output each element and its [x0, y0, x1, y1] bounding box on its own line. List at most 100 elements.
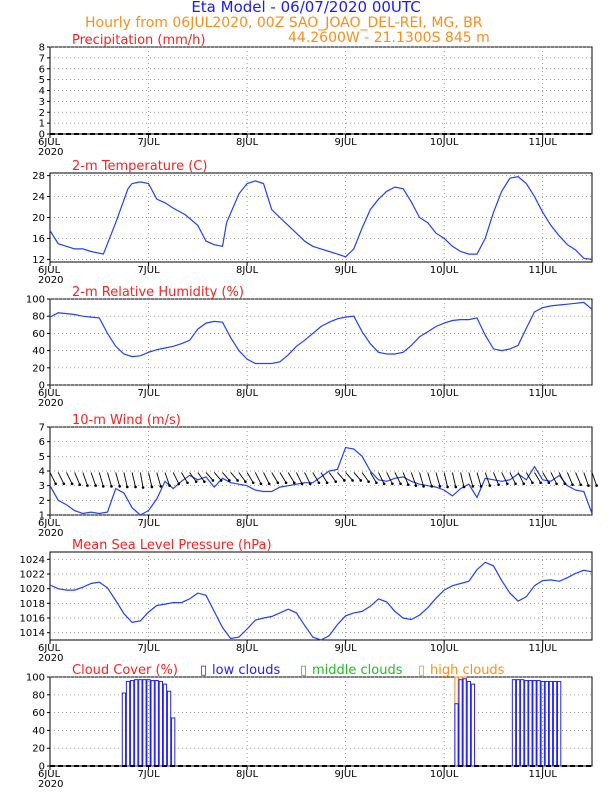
wind-arrow — [443, 472, 449, 488]
cloud-panel: 0 20 40 60 80 100 6JUL2020 7JUL 8JUL 9JUL 10JUL 11J… — [26, 663, 593, 790]
wind-arrow-head — [555, 482, 558, 486]
temp-xtick-label: 11JUL — [528, 265, 557, 276]
wind-arrow — [197, 472, 205, 482]
header-title: Eta Model - 06/07/2020 00UTC — [191, 0, 420, 16]
cloud-low-bar — [548, 680, 554, 767]
wind-arrow-head — [118, 485, 121, 488]
temp-year-label: 2020 — [38, 275, 63, 286]
mslp-xtick-label: 7JUL — [137, 643, 160, 654]
wind-arrow — [509, 472, 516, 484]
wind-arrow — [271, 472, 279, 483]
wind-arrow — [98, 472, 104, 487]
wind-ytick-label: 7 — [39, 423, 45, 434]
legend-high-box: ▯ — [418, 663, 425, 678]
precip-xtick-label: 11JUL — [528, 137, 557, 148]
precip-title: Precipitation (mm/h) — [72, 33, 205, 48]
temp-panel: 12 16 20 24 28 6JUL2020 7JUL 8JUL 9JUL 10JUL 11JUL… — [32, 159, 593, 286]
cloud-frame — [49, 676, 593, 767]
wind-arrow-head — [334, 480, 338, 483]
wind-arrow — [172, 472, 180, 484]
temp-xtick-label: 7JUL — [137, 265, 160, 276]
wind-arrow-head — [359, 479, 363, 482]
wind-arrow-head — [267, 482, 271, 486]
wind-arrow — [378, 472, 385, 484]
cloud-low-bar — [458, 679, 463, 767]
wind-arrow-head — [308, 482, 312, 486]
legend-middle-box: ▯ — [300, 663, 307, 678]
wind-arrow — [148, 472, 153, 488]
cloud-ytick-label: 60 — [32, 708, 45, 719]
temp-series-line — [49, 176, 593, 260]
mslp-xtick-label: 11JUL — [528, 643, 557, 654]
wind-arrow-head — [497, 483, 500, 487]
wind-arrow — [304, 472, 311, 484]
precip-xtick-label: 7JUL — [137, 137, 160, 148]
cloud-xtick-label: 6JUL — [38, 769, 61, 780]
wind-arrow — [542, 472, 550, 483]
temp-ytick-label: 24 — [32, 192, 45, 203]
rh-xtick-label: 8JUL — [236, 388, 259, 399]
cloud-low-bar — [154, 680, 159, 767]
wind-arrow — [213, 472, 222, 481]
rh-frame — [49, 298, 593, 386]
wind-arrow — [435, 472, 441, 487]
wind-arrow — [189, 472, 197, 482]
precip-ytick-label: 7 — [39, 53, 45, 64]
wind-arrow — [534, 472, 542, 483]
mslp-title: Mean Sea Level Pressure (hPa) — [72, 538, 272, 553]
wind-xtick-label: 9JUL — [335, 518, 358, 529]
wind-arrow — [550, 472, 557, 484]
cloud-xtick-label: 7JUL — [137, 769, 160, 780]
wind-year-label: 2020 — [38, 528, 63, 539]
precip-ytick-label: 3 — [39, 97, 45, 108]
wind-arrow-head — [414, 484, 418, 487]
wind-arrow — [501, 472, 508, 484]
temp-ytick-label: 12 — [32, 255, 45, 266]
wind-arrow-head — [236, 479, 239, 482]
cloud-low-bar — [134, 679, 139, 767]
temp-ytick-label: 20 — [32, 213, 45, 224]
wind-arrow-head — [446, 485, 449, 489]
cloud-low-bar — [138, 679, 143, 767]
cloud-low-bar — [171, 717, 176, 767]
header-coords: 44.2600W - 21.1300S 845 m — [288, 30, 490, 46]
rh-title: 2-m Relative Humidity (%) — [72, 285, 244, 300]
wind-arrow-head — [86, 484, 89, 487]
wind-arrow — [353, 472, 362, 481]
mslp-xtick-label: 10JUL — [430, 643, 459, 654]
cloud-low-bar — [121, 692, 127, 767]
cloud-ytick-label: 20 — [32, 744, 45, 755]
wind-arrow-head — [94, 484, 97, 487]
wind-arrow-head — [579, 483, 583, 487]
cloud-low-bar — [515, 679, 521, 767]
cloud-low-bar — [528, 680, 533, 767]
temp-xtick-label: 6JUL — [38, 265, 61, 276]
precip-xtick-label: 10JUL — [430, 137, 459, 148]
wind-arrow-head — [78, 483, 82, 487]
wind-arrow — [328, 472, 337, 482]
wind-arrow — [591, 472, 598, 486]
wind-arrow-head — [177, 482, 181, 486]
wind-arrow-head — [454, 485, 458, 489]
cloud-low-bar — [557, 680, 562, 767]
wind-arrow — [49, 472, 57, 484]
temp-xtick-label: 9JUL — [335, 265, 358, 276]
wind-arrow-head — [317, 481, 321, 485]
rh-ytick-label: 100 — [26, 295, 45, 306]
wind-arrow — [181, 472, 188, 483]
wind-arrow — [115, 472, 121, 487]
mslp-ytick-label: 1022 — [20, 570, 45, 581]
cloud-year-label: 2020 — [38, 779, 63, 790]
wind-ytick-label: 3 — [39, 481, 45, 492]
mslp-frame — [49, 551, 593, 641]
wind-arrow-head — [168, 484, 171, 487]
wind-arrow-head — [430, 485, 434, 488]
cloud-xtick-label: 8JUL — [236, 769, 259, 780]
wind-arrow — [460, 472, 465, 488]
wind-arrow-head — [134, 485, 137, 489]
precip-ytick-label: 6 — [39, 64, 45, 75]
wind-arrow-head — [325, 481, 329, 485]
wind-ytick-label: 4 — [39, 467, 45, 478]
header-subtitle: Hourly from 06JUL2020, 00Z SAO_JOAO_DEL-… — [85, 15, 483, 31]
